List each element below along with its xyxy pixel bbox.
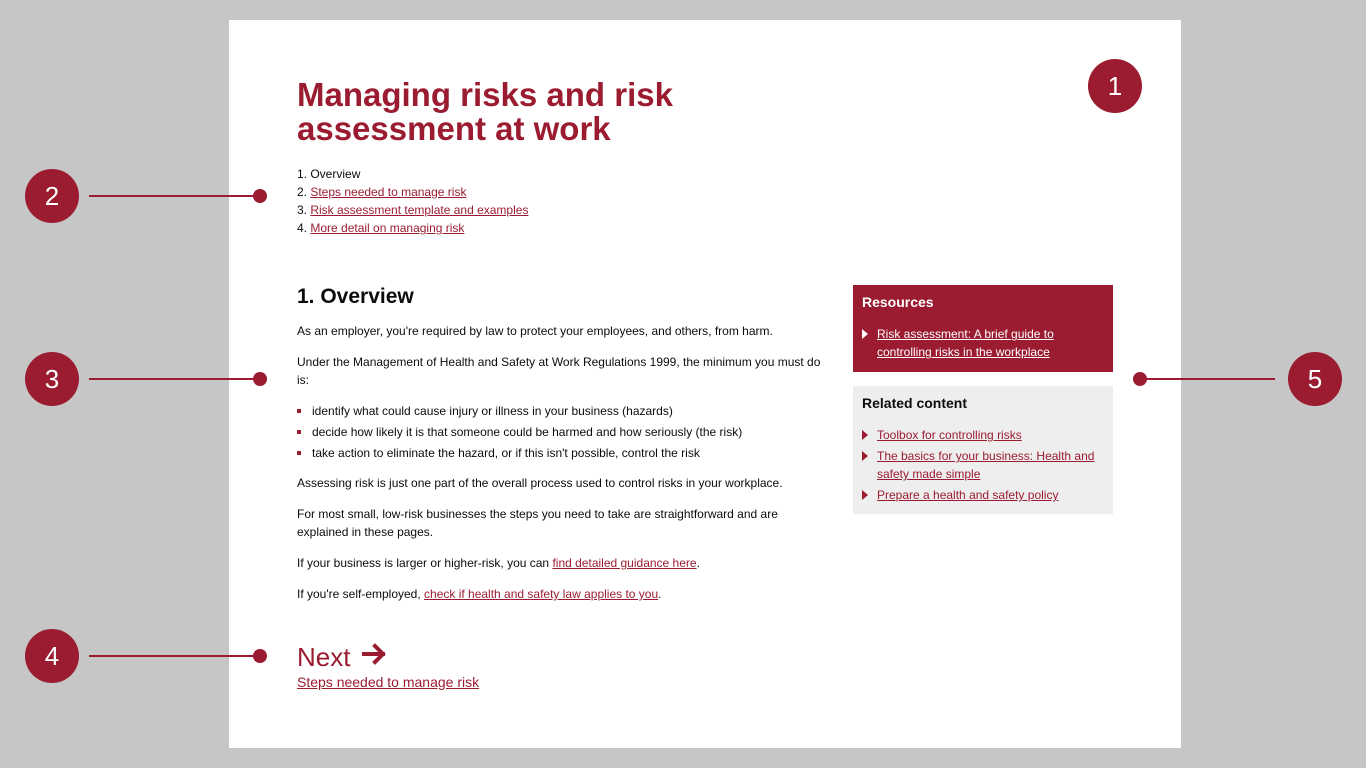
paragraph: Assessing risk is just one part of the o… — [297, 476, 783, 490]
page-card: Managing risks and risk assessment at wo… — [229, 20, 1181, 748]
paragraph: If your business is larger or higher-ris… — [297, 554, 829, 572]
next-label: Next — [297, 642, 351, 672]
next-navigation[interactable]: Next Steps needed to manage risk — [297, 640, 479, 690]
callout-3: 3 — [25, 352, 79, 406]
contents-list: 1. Overview 2. Steps needed to manage ri… — [297, 165, 528, 237]
list-item: Risk assessment: A brief guide to contro… — [862, 325, 1103, 361]
text: . — [696, 556, 700, 570]
callout-leader-line — [1141, 378, 1275, 380]
section-heading: 1. Overview — [297, 285, 414, 308]
callout-dot — [253, 649, 267, 663]
callout-leader-line — [89, 378, 261, 380]
related-link[interactable]: Toolbox for controlling risks — [877, 428, 1022, 442]
toc-number: 2. — [297, 185, 311, 199]
callout-dot — [253, 189, 267, 203]
callout-5: 5 — [1288, 352, 1342, 406]
list-item: decide how likely it is that someone cou… — [297, 423, 829, 441]
related-list: Toolbox for controlling risks The basics… — [853, 426, 1113, 504]
resources-heading: Resources — [862, 294, 934, 310]
resources-panel: Resources Risk assessment: A brief guide… — [853, 285, 1113, 372]
list-item: take action to eliminate the hazard, or … — [297, 444, 829, 462]
callout-1: 1 — [1088, 59, 1142, 113]
toc-link-template[interactable]: Risk assessment template and examples — [310, 203, 529, 217]
overview-body: As an employer, you're required by law t… — [297, 322, 829, 616]
paragraph: As an employer, you're required by law t… — [297, 324, 773, 338]
text: If you're self-employed, — [297, 587, 425, 601]
next-heading[interactable]: Next — [297, 640, 479, 674]
callout-dot — [253, 372, 267, 386]
related-heading: Related content — [862, 395, 968, 411]
toc-item-1: 1. Overview — [297, 165, 528, 183]
paragraph: Under the Management of Health and Safet… — [297, 355, 821, 387]
callout-dot — [1133, 372, 1147, 386]
toc-item-3: 3. Risk assessment template and examples — [297, 201, 528, 219]
related-link[interactable]: The basics for your business: Health and… — [877, 449, 1095, 481]
resources-list: Risk assessment: A brief guide to contro… — [853, 325, 1113, 361]
text: . — [658, 587, 662, 601]
paragraph: If you're self-employed, check if health… — [297, 585, 829, 603]
callout-leader-line — [89, 655, 261, 657]
text: If your business is larger or higher-ris… — [297, 556, 553, 570]
toc-number: 1. — [297, 167, 311, 181]
bullet-list: identify what could cause injury or illn… — [297, 402, 829, 462]
toc-link-steps[interactable]: Steps needed to manage risk — [310, 185, 467, 199]
toc-number: 3. — [297, 203, 311, 217]
list-item: Prepare a health and safety policy — [862, 486, 1105, 504]
toc-item-4: 4. More detail on managing risk — [297, 219, 528, 237]
related-link[interactable]: Prepare a health and safety policy — [877, 488, 1059, 502]
toc-item-2: 2. Steps needed to manage risk — [297, 183, 528, 201]
callout-4: 4 — [25, 629, 79, 683]
toc-current-label: Overview — [310, 167, 361, 181]
detailed-guidance-link[interactable]: find detailed guidance here — [552, 556, 697, 570]
related-content-panel: Related content Toolbox for controlling … — [853, 386, 1113, 514]
callout-2: 2 — [25, 169, 79, 223]
self-employed-link[interactable]: check if health and safety law applies t… — [424, 587, 659, 601]
list-item: Toolbox for controlling risks — [862, 426, 1105, 444]
callout-leader-line — [89, 195, 261, 197]
list-item: identify what could cause injury or illn… — [297, 402, 829, 420]
arrow-right-icon — [362, 640, 388, 674]
toc-link-more-detail[interactable]: More detail on managing risk — [310, 221, 465, 235]
resource-link[interactable]: Risk assessment: A brief guide to contro… — [877, 327, 1054, 359]
page-title: Managing risks and risk assessment at wo… — [297, 76, 673, 147]
next-page-link[interactable]: Steps needed to manage risk — [297, 674, 480, 690]
list-item: The basics for your business: Health and… — [862, 447, 1105, 483]
paragraph: For most small, low-risk businesses the … — [297, 507, 778, 539]
toc-number: 4. — [297, 221, 311, 235]
